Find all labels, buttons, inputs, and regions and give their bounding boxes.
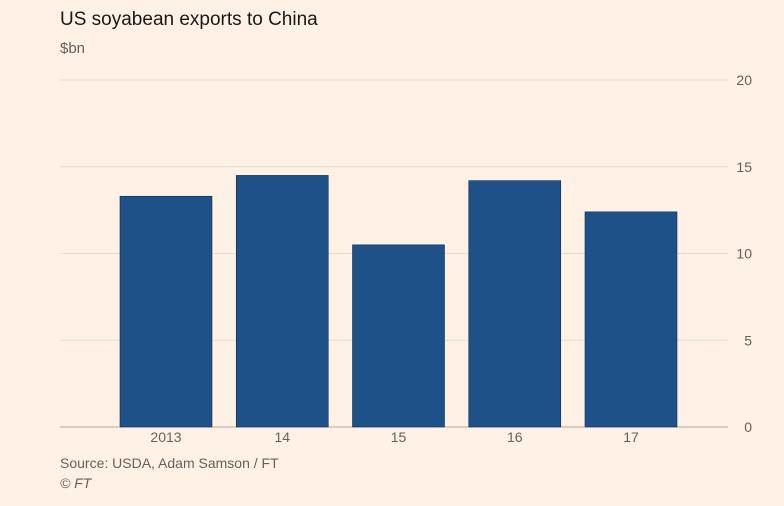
copyright-note: © FT bbox=[60, 475, 92, 491]
y-tick-label: 15 bbox=[736, 159, 752, 175]
x-tick-label: 17 bbox=[623, 429, 639, 445]
bar-16 bbox=[468, 180, 562, 428]
x-tick-label: 15 bbox=[391, 429, 407, 445]
y-tick-label: 20 bbox=[736, 72, 752, 88]
x-tick-label: 2013 bbox=[150, 429, 181, 445]
x-tick-label: 14 bbox=[274, 429, 290, 445]
x-tick-label: 16 bbox=[507, 429, 523, 445]
chart-subtitle: $bn bbox=[60, 40, 86, 57]
bars bbox=[119, 175, 678, 428]
y-tick-label: 10 bbox=[736, 246, 752, 262]
bar-2013 bbox=[119, 195, 213, 428]
x-axis: 2013 14 15 16 17 bbox=[150, 429, 639, 445]
y-tick-label: 0 bbox=[744, 419, 752, 435]
source-note: Source: USDA, Adam Samson / FT bbox=[60, 455, 279, 471]
y-axis: 0 5 10 15 20 bbox=[736, 72, 752, 435]
chart-title: US soyabean exports to China bbox=[60, 9, 318, 30]
bar-15 bbox=[352, 244, 445, 428]
bar-14 bbox=[235, 175, 329, 428]
bar-17 bbox=[584, 211, 678, 428]
y-tick-label: 5 bbox=[744, 332, 752, 348]
